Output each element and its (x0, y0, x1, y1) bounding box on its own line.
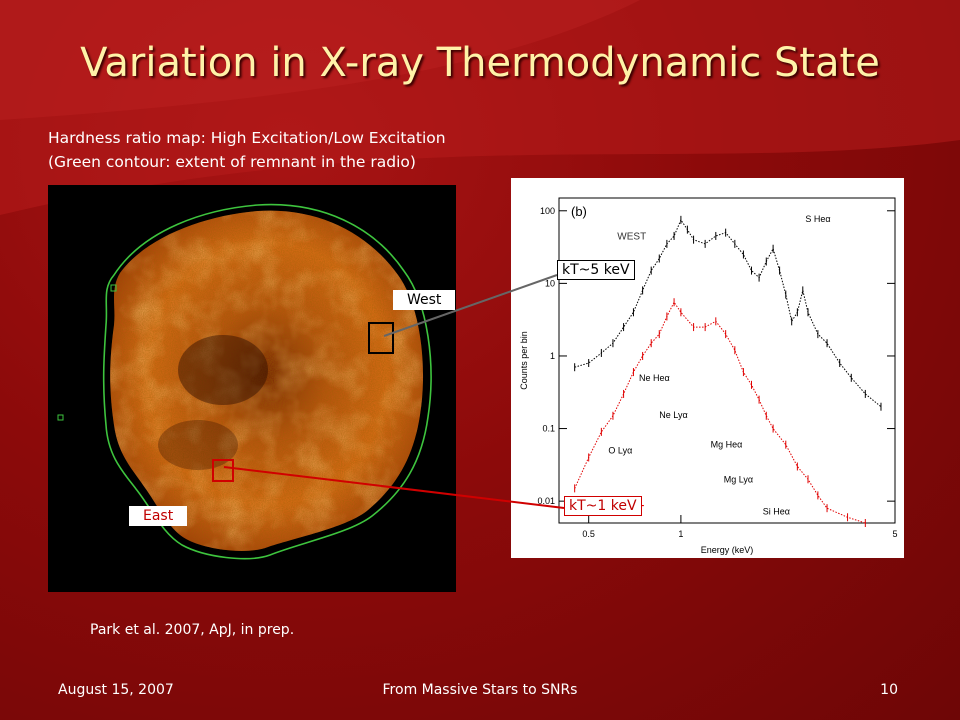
line-annotation: S Heα (805, 214, 830, 224)
spectrum-chart: 0.01 0.1 1 10 100 0.5 1 5 Energy (keV) Counts per… (511, 178, 904, 558)
subtitle-line-1: Hardness ratio map: High Excitation/Low … (48, 129, 446, 147)
series-label-west: WEST (617, 232, 646, 243)
kt-east-label: kT~1 keV (564, 496, 642, 516)
line-annotation: Ne Lyα (659, 410, 687, 420)
y-axis-label: Counts per bin (519, 331, 529, 390)
west-label: West (393, 290, 456, 310)
line-annotation: Si Heα (763, 507, 790, 517)
x-tick-label: 0.5 (582, 529, 595, 539)
slide-title: Variation in X-ray Thermodynamic State (80, 40, 880, 86)
line-annotation: O Lyα (608, 446, 632, 456)
series-line-east (574, 301, 866, 524)
east-label: East (129, 506, 188, 526)
spectrum-svg: 0.01 0.1 1 10 100 0.5 1 5 Energy (keV) Counts per… (519, 197, 898, 555)
y-tick-label: 0.01 (537, 496, 555, 506)
x-axis-label: Energy (keV) (701, 545, 754, 555)
footer-page-number: 10 (880, 682, 898, 698)
footer-date: August 15, 2007 (58, 682, 174, 698)
x-tick-label: 5 (892, 529, 897, 539)
series-line-west (574, 218, 882, 408)
y-tick-label: 100 (540, 206, 555, 216)
x-tick-label: 1 (678, 529, 683, 539)
east-region-box (212, 459, 234, 482)
y-tick-label: 1 (550, 351, 555, 361)
west-region-box (368, 322, 394, 354)
kt-west-label: kT~5 keV (557, 260, 635, 280)
y-tick-label: 0.1 (542, 424, 555, 434)
series-west (574, 215, 882, 411)
subtitle-line-2: (Green contour: extent of remnant in the… (48, 153, 416, 171)
plot-frame (558, 197, 896, 524)
radio-contour (102, 203, 432, 560)
line-annotation: Mg Heα (711, 439, 743, 449)
line-annotation: Mg Lyα (724, 475, 753, 485)
footer-event: From Massive Stars to SNRs (382, 682, 578, 698)
hardness-map-svg (57, 203, 432, 560)
hardness-ratio-map (48, 185, 456, 592)
chart-series-layer (574, 215, 882, 527)
slide-subtitle: Hardness ratio map: High Excitation/Low … (48, 126, 446, 174)
panel-label: (b) (571, 204, 587, 219)
series-east (574, 298, 866, 527)
y-tick-label: 10 (545, 278, 555, 288)
line-annotation: Ne Heα (639, 373, 670, 383)
citation: Park et al. 2007, ApJ, in prep. (90, 622, 295, 638)
